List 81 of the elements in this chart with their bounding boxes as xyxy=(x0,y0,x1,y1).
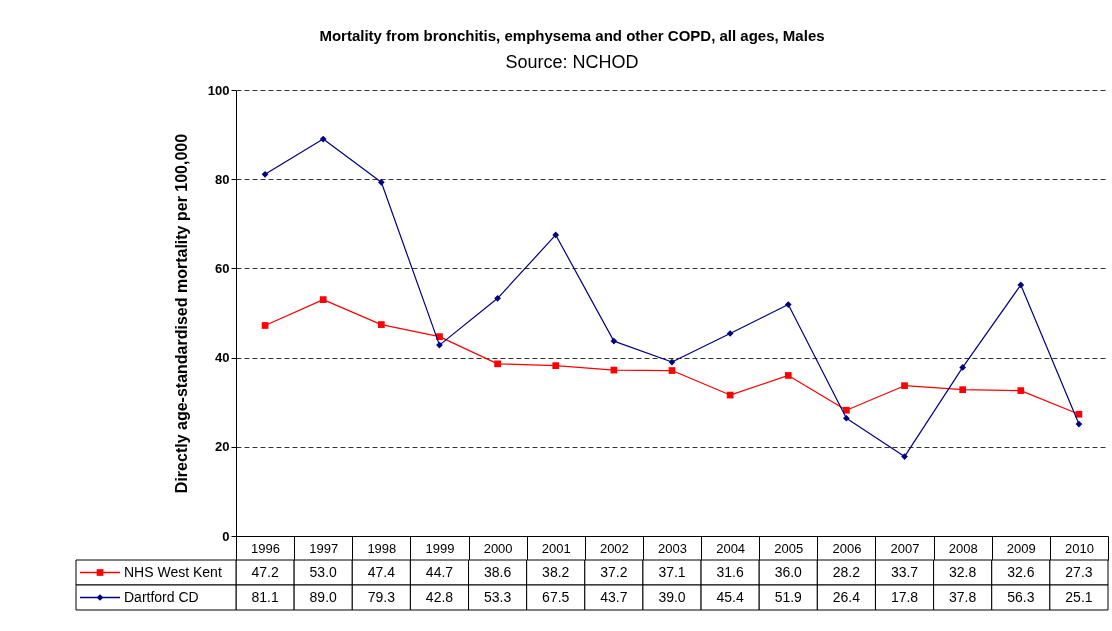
point xyxy=(319,296,327,303)
chart-title: Mortality from bronchitis, emphysema and other COPD, all ages, Males xyxy=(319,27,825,44)
point xyxy=(1075,410,1083,418)
data-label: 38.2 xyxy=(542,563,570,580)
point xyxy=(668,358,676,366)
point xyxy=(377,178,385,186)
point xyxy=(959,386,967,394)
point xyxy=(261,322,269,329)
point xyxy=(784,301,792,308)
x-tick-label: 1998 xyxy=(367,540,397,556)
data-label: 37.8 xyxy=(949,588,977,605)
legend-label: NHS West Kent xyxy=(124,563,222,580)
x-tick-label: 1996 xyxy=(251,540,281,556)
point xyxy=(901,453,908,460)
point xyxy=(319,135,327,143)
y-tick-label: 80 xyxy=(215,171,230,187)
data-label: 67.5 xyxy=(542,588,570,605)
data-label: 17.8 xyxy=(890,588,919,605)
x-tick-label: 2007 xyxy=(890,540,920,556)
x-tick-label: 2001 xyxy=(541,540,571,556)
data-label: 38.6 xyxy=(483,563,512,580)
data-label: 31.6 xyxy=(716,563,744,580)
chart-subtitle: Source: NCHOD xyxy=(505,52,639,72)
data-label: 36.0 xyxy=(774,563,803,580)
x-tick-label: 2006 xyxy=(832,540,862,556)
point xyxy=(843,414,850,422)
x-tick-label: 2005 xyxy=(774,540,804,556)
data-label: 53.3 xyxy=(483,588,512,605)
x-tick-label: 2003 xyxy=(658,540,687,556)
data-label: 47.2 xyxy=(251,563,279,580)
y-axis-title: Directly age-standardised mortality per 100,000 xyxy=(172,133,190,494)
data-label: 79.3 xyxy=(367,588,396,605)
data-label: 51.9 xyxy=(774,588,803,605)
y-tick-label: 0 xyxy=(222,528,230,544)
data-label: 37.2 xyxy=(600,563,628,580)
x-tick-label: 1997 xyxy=(309,540,339,556)
data-label: 37.1 xyxy=(658,563,686,580)
x-tick-label: 2002 xyxy=(599,540,629,556)
data-label: 32.8 xyxy=(949,563,977,580)
x-tick-label: 2000 xyxy=(483,540,513,556)
point xyxy=(668,367,676,374)
data-label: 89.0 xyxy=(309,588,338,605)
point xyxy=(552,231,560,239)
data-label: 39.0 xyxy=(658,588,686,605)
y-tick-label: 20 xyxy=(215,439,230,455)
point xyxy=(901,382,908,390)
point xyxy=(1017,281,1025,289)
point xyxy=(1075,420,1083,428)
point xyxy=(784,372,792,379)
data-label: 45.4 xyxy=(716,588,744,605)
data-label: 47.4 xyxy=(367,563,396,580)
data-label: 44.7 xyxy=(425,563,454,580)
point xyxy=(959,364,967,371)
data-label: 56.3 xyxy=(1007,588,1035,605)
data-label: 33.7 xyxy=(890,563,919,580)
data-label: 43.7 xyxy=(600,588,628,605)
point xyxy=(494,294,501,302)
x-tick-label: 2008 xyxy=(948,540,978,556)
data-label: 25.1 xyxy=(1065,588,1093,605)
data-label: 53.0 xyxy=(309,563,338,580)
data-label: 28.2 xyxy=(832,563,861,580)
y-tick-label: 40 xyxy=(215,350,230,366)
data-label: 26.4 xyxy=(832,588,861,605)
x-tick-label: 2009 xyxy=(1006,540,1036,556)
data-label: 32.6 xyxy=(1007,563,1035,580)
data-label: 42.8 xyxy=(425,588,454,605)
legend-label: Dartford CD xyxy=(124,588,199,605)
point xyxy=(552,362,560,369)
x-tick-label: 1999 xyxy=(425,540,455,556)
x-tick-label: 2010 xyxy=(1064,540,1094,556)
y-tick-label: 100 xyxy=(207,82,230,98)
point xyxy=(261,170,269,178)
point xyxy=(1017,387,1025,394)
y-tick-label: 60 xyxy=(215,260,230,276)
point xyxy=(843,406,850,414)
data-label: 27.3 xyxy=(1065,563,1093,580)
point xyxy=(377,321,385,328)
point xyxy=(610,337,618,345)
point xyxy=(494,360,501,368)
x-tick-label: 2004 xyxy=(716,540,746,556)
data-label: 81.1 xyxy=(251,588,279,605)
